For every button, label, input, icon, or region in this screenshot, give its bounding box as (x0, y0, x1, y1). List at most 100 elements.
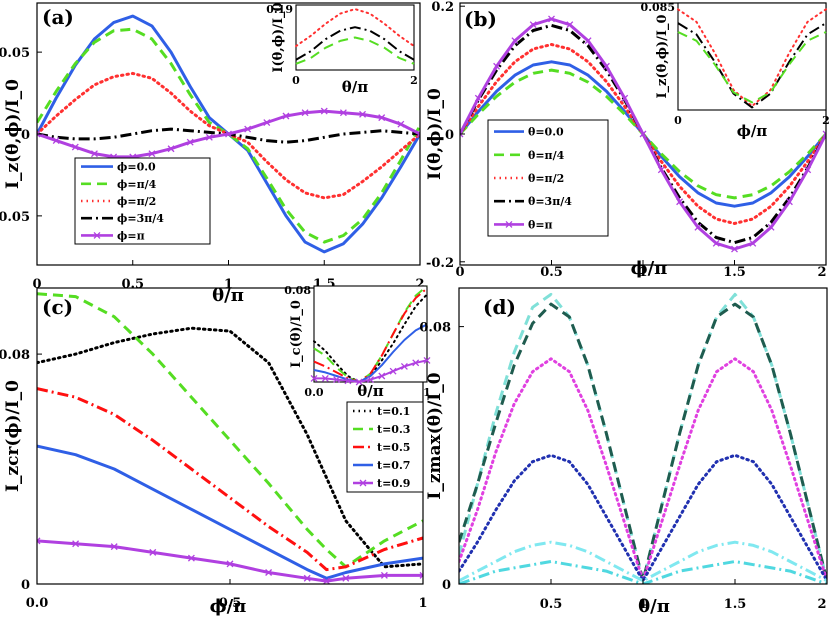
panel-b-series-5-marker (566, 21, 574, 29)
panel-b-legend-marker-5 (505, 220, 513, 228)
panel-d-xtick-1: 0.5 (540, 597, 563, 612)
panel-a-xlabel: θ/π (212, 285, 244, 306)
panel-b-series-5-marker (493, 62, 501, 70)
panel-a-series-5-marker (167, 145, 175, 153)
panel-c-xtick-3: 1 (418, 596, 427, 611)
panel-d-ytick-1: 0 (442, 578, 451, 593)
panel-b-inset-series-3 (677, 31, 827, 104)
panel-b-series-5-marker (511, 37, 519, 45)
panel-a-legend-label-1: ϕ=0.0 (117, 161, 156, 174)
panel-a-series-5-marker (52, 137, 60, 145)
panel-b-series-5-marker (548, 15, 555, 23)
panel-c-inset-series-5-marker (389, 367, 397, 375)
panel-a-series-5-marker (71, 143, 79, 151)
panel-c-series-5-marker (149, 548, 157, 556)
panel-d-panel-label: (d) (483, 295, 516, 319)
panel-b-ytick-1: -0.2 (426, 256, 454, 271)
panel-a-legend-label-5: ϕ=π (117, 229, 145, 242)
panel-b-inset-xtick-2: 2 (822, 114, 830, 127)
panel-a-ytick-2: 0 (21, 128, 30, 143)
panel-c-series-5-marker (37, 537, 41, 545)
panel-d-series-4 (459, 453, 827, 583)
panel-a-inset-xtick-1: 0 (292, 74, 300, 87)
panel-b-legend-label-5: θ=π (528, 218, 553, 231)
panel-b-series-5-marker (731, 245, 738, 253)
panel-d-series-5 (459, 540, 827, 583)
panel-b-series-5-marker (822, 130, 826, 138)
panel-c-inset-frame (313, 285, 428, 383)
panel-d-xtick-2: 1 (638, 597, 647, 612)
panel-c-inset-series-5-marker (423, 356, 431, 364)
panel-a-series-5-marker (282, 112, 290, 120)
panel-c-legend-label-2: t=0.3 (377, 423, 410, 436)
panel-b-series-5-marker (474, 94, 482, 102)
panel-d-series-2 (459, 302, 827, 583)
panel-c-xtick-1: 0.0 (26, 596, 49, 611)
panel-b-series-5-marker (712, 239, 720, 247)
panel-a-series-5-marker (359, 110, 367, 118)
panel-c-plot-area (37, 292, 423, 584)
panel-c-xlabel: ϕ/π (210, 596, 247, 617)
panel-c-inset-xtick-2: 1 (423, 386, 431, 399)
panel-a-ylabel: I_z(θ,ϕ)/I_0 (3, 79, 23, 189)
panel-d-series-6 (459, 560, 827, 584)
panel-d-xtick-3: 1.5 (724, 597, 747, 612)
panel-a-inset-ylabel: I(θ,ϕ)/I_0 (271, 2, 286, 72)
panel-c-inset-series-5-marker (344, 377, 352, 385)
panel-b-series-5-marker (694, 223, 702, 231)
panel-c-series-5-marker (380, 571, 388, 579)
panel-c-series-5-marker (72, 540, 80, 548)
panel-c-ytick-2: 0.08 (0, 348, 30, 363)
panel-b-ylabel: I(θ,ϕ)/I_0 (425, 88, 445, 180)
panel-b-ytick-3: 0.2 (431, 0, 454, 15)
panel-c-ytick-1: 0 (21, 578, 30, 593)
panel-b-inset-ylabel: I_z(θ,ϕ)/I_0 (655, 14, 670, 98)
panel-c-legend-marker-5 (359, 479, 367, 487)
panel-c-series-4 (37, 444, 423, 580)
panel-b-inset-series-1 (677, 8, 827, 108)
panel-b-series-5-marker (785, 198, 793, 206)
panel-b-xtick-3: 1 (638, 265, 647, 280)
panel-c-inset-ymax-label: 0.08 (284, 284, 311, 297)
panel-b-panel-label: (b) (464, 7, 497, 31)
panel-d-ylabel: I_zmax(θ)/I_0 (425, 372, 445, 499)
panel-a-plot-area (37, 14, 420, 254)
panel-c-inset-series-5-marker (412, 359, 420, 367)
panel-a-xtick-2: 0.5 (121, 277, 144, 292)
panel-a-series-5-marker (244, 125, 252, 133)
panel-a-inset-xlabel: θ/π (342, 78, 368, 96)
panel-a-xtick-5: 2 (415, 277, 424, 292)
panel-a-series-5-marker (339, 109, 347, 117)
panel-c-ylabel: I_zcr(ϕ)/I_0 (3, 380, 23, 492)
panel-b-legend-label-3: θ=π/2 (528, 172, 564, 185)
panel-b-series-5-marker (602, 62, 610, 70)
panel-b-inset-ymax-label: 0.085 (641, 1, 675, 14)
panel-c-inset-series-5-marker (310, 374, 318, 382)
panel-b-xtick-5: 2 (817, 265, 826, 280)
panel-c-series-5-marker (226, 560, 234, 568)
panel-a-series-5-marker (225, 130, 232, 138)
panel-c-inset-series-5-marker (333, 376, 341, 384)
panel-c-inset-ylabel: I_c(θ)/I_0 (289, 300, 304, 368)
panel-c-series-5-marker (303, 574, 311, 582)
panel-a-inset-xtick-2: 2 (410, 74, 418, 87)
panel-b-xtick-2: 0.5 (540, 265, 563, 280)
panel-a-series-5-marker (378, 114, 386, 122)
panel-b: 0 0.5 1 1.5 2-0.200.2ϕ/πI(θ,ϕ)/I_0(b)0 2ϕ/π0.… (425, 0, 830, 280)
panel-c-series-5-marker (342, 574, 350, 582)
panel-b-plot-area (460, 15, 826, 253)
panel-c: 0.0 0.5 100.08ϕ/πI_zcr(ϕ)/I_0(c)0.0 1θ/π0.0… (0, 284, 431, 617)
panel-b-inset-xtick-1: 0 (674, 114, 682, 127)
panel-b-legend-label-4: θ=3π/4 (528, 195, 572, 208)
panel-c-xtick-2: 0.5 (219, 596, 242, 611)
panel-c-legend-label-4: t=0.7 (377, 459, 410, 472)
panel-d-xlabel: θ/π (638, 596, 670, 617)
panel-c-panel-label: (c) (42, 295, 73, 319)
panel-b-ytick-2: 0 (445, 128, 454, 143)
panel-a-legend-label-4: ϕ=3π/4 (117, 212, 164, 225)
panel-c-inset-series-3 (313, 287, 428, 383)
panel-c-inset-series-5-marker (321, 374, 329, 382)
panel-c-inset-series-5-marker (400, 362, 408, 370)
